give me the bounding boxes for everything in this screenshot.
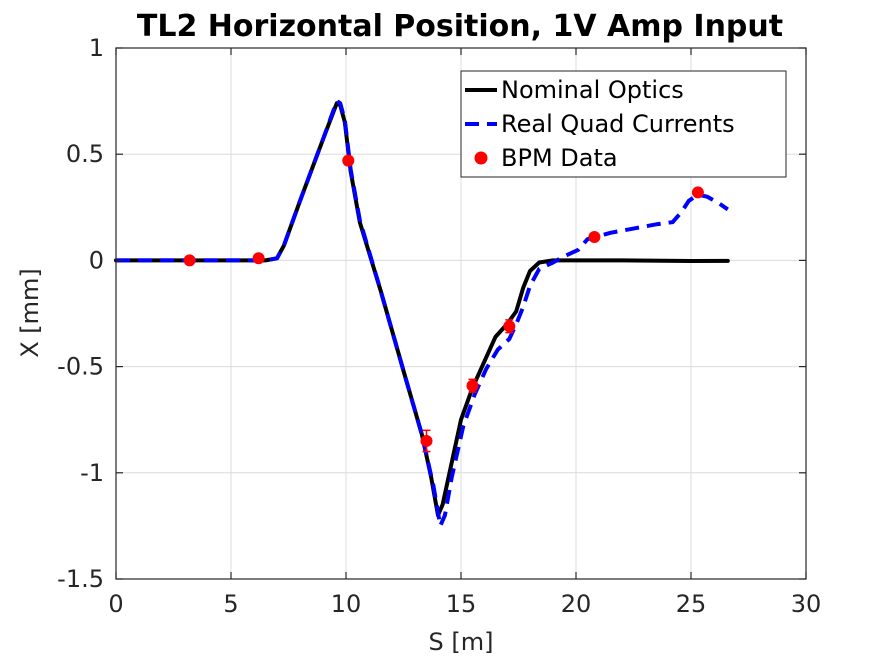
tick-labels: 0 5 10 15 20 25 30 -1.5 -1 -0.5 0 0.5 1 <box>57 34 821 618</box>
bpm-data-point <box>183 254 196 267</box>
y-tick-label: -1.5 <box>57 565 104 593</box>
bpm-data-point <box>691 186 704 199</box>
x-tick-label: 25 <box>676 590 707 618</box>
bpm-data-point <box>503 320 516 333</box>
y-tick-label: 1 <box>89 34 104 62</box>
x-tick-label: 30 <box>791 590 822 618</box>
legend: Nominal Optics Real Quad Currents BPM Da… <box>460 70 787 178</box>
bpm-data-point <box>342 154 355 167</box>
bpm-data-point <box>466 379 479 392</box>
x-tick-label: 10 <box>331 590 362 618</box>
bpm-data-point <box>588 231 601 244</box>
x-tick-label: 5 <box>223 590 238 618</box>
series-line-real-quad-currents <box>116 99 729 528</box>
legend-marker-bpm <box>474 151 488 165</box>
legend-label-real-quad: Real Quad Currents <box>501 110 735 138</box>
legend-box <box>460 70 787 178</box>
chart-title: TL2 Horizontal Position, 1V Amp Input <box>137 9 783 44</box>
x-tick-label: 15 <box>446 590 477 618</box>
x-tick-label: 0 <box>108 590 123 618</box>
y-axis-label: X [mm] <box>16 268 44 358</box>
y-tick-label: 0 <box>89 246 104 274</box>
tick-layer <box>115 47 807 580</box>
y-tick-label: -0.5 <box>57 353 104 381</box>
y-tick-label: -1 <box>80 459 104 487</box>
legend-label-nominal: Nominal Optics <box>501 76 684 104</box>
series-layer <box>114 99 730 528</box>
bpm-data-point <box>420 434 433 447</box>
y-tick-label: 0.5 <box>66 140 104 168</box>
x-tick-label: 20 <box>561 590 592 618</box>
bpm-data-point <box>252 252 265 265</box>
x-axis-label: S [m] <box>429 628 494 656</box>
legend-label-bpm: BPM Data <box>501 144 618 172</box>
